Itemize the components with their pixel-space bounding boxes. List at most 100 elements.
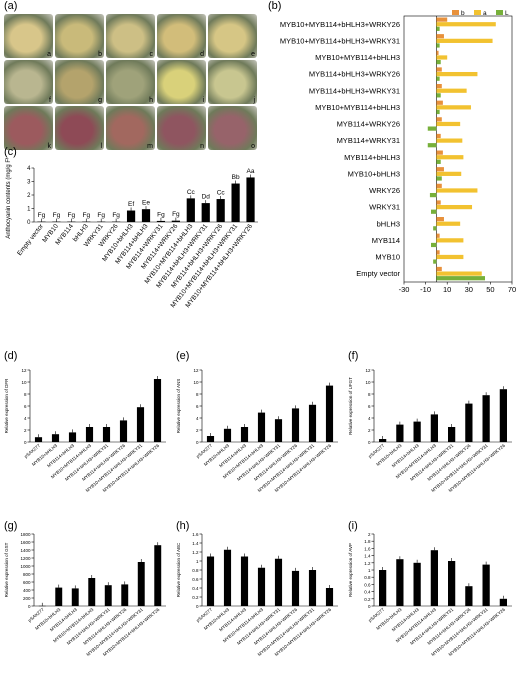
bar-L: [436, 176, 442, 181]
bar: [154, 545, 162, 606]
bar: [430, 414, 438, 442]
category-label: MYB114+bHLH3: [344, 153, 400, 162]
fruit-photo-g: g: [55, 60, 104, 104]
bar: [448, 561, 456, 606]
bar-L: [433, 259, 437, 264]
fruit-photo-m: m: [106, 106, 155, 150]
bar-a: [436, 238, 464, 243]
bar-b: [436, 200, 441, 205]
bar-b: [436, 100, 443, 105]
y-tick-label: 0: [28, 604, 31, 609]
y-tick-label: 600: [23, 580, 31, 585]
x-tick-label: 30: [465, 285, 473, 294]
bar: [34, 437, 43, 442]
bar-L: [431, 242, 437, 248]
y-tick-label: 0.4: [364, 590, 371, 595]
y-tick-label: 1.4: [364, 554, 371, 559]
bar: [171, 220, 180, 222]
y-tick-label: 8: [24, 392, 27, 397]
y-tick-label: 12: [365, 368, 371, 373]
fruit-photo-i: i: [157, 60, 206, 104]
category-label: bHLH3: [377, 219, 400, 228]
bar-b: [436, 67, 442, 72]
bar-L: [436, 159, 441, 164]
y-tick-label: 3: [27, 180, 31, 186]
y-tick-label: 6: [24, 404, 27, 409]
y-tick-label: 0.2: [364, 597, 371, 602]
bar-L: [436, 109, 440, 115]
bar: [51, 434, 60, 442]
y-tick-label: 4: [24, 416, 27, 421]
y-tick-label: 0: [368, 604, 371, 609]
x-tick-label: 70: [508, 285, 516, 294]
bar: [396, 559, 404, 606]
y-axis-title: Relative expression of ANS: [176, 379, 181, 434]
significance-label: Fg: [157, 211, 165, 218]
category-label: MYB10+MYB114+bHLH3: [315, 103, 400, 112]
bar-L: [427, 143, 437, 148]
fruit-photo-letter: c: [149, 51, 154, 58]
bar: [413, 421, 421, 442]
bar: [68, 432, 77, 442]
bar-b: [436, 17, 448, 22]
category-label: MYB10+MYB114+bHLH3+WRKY31: [280, 36, 400, 45]
legend-swatch: [452, 10, 459, 15]
fruit-photo-n: n: [157, 106, 206, 150]
y-tick-label: 0.6: [192, 577, 199, 582]
y-tick-label: 10: [365, 380, 371, 385]
bar: [465, 586, 473, 606]
category-label: MYB114+bHLH3+WRKY31: [309, 86, 400, 95]
bar: [257, 412, 266, 442]
y-tick-label: 0.2: [192, 595, 199, 600]
fruit-photo-e: e: [208, 14, 257, 58]
significance-label: Fg: [82, 212, 90, 219]
y-tick-label: 0: [368, 440, 371, 445]
x-tick-label: -10: [420, 285, 431, 294]
fruit-photo-letter: a: [47, 51, 51, 58]
fruit-photo-h: h: [106, 60, 155, 104]
bar: [325, 588, 334, 606]
bar-a: [436, 121, 461, 127]
bar-a: [436, 171, 462, 176]
fruit-photo-letter: f: [49, 97, 51, 104]
bar: [119, 420, 128, 442]
y-tick-label: 4: [196, 416, 199, 421]
bar-b: [436, 183, 442, 188]
y-tick-label: 1.6: [192, 532, 199, 537]
bar: [85, 427, 94, 442]
x-tick-label: 10: [443, 285, 451, 294]
y-tick-label: 10: [193, 380, 199, 385]
bar: [104, 585, 112, 606]
fruit-photo-f: f: [4, 60, 53, 104]
fruit-photo-letter: k: [47, 143, 52, 150]
fruit-photo-b: b: [55, 14, 104, 58]
category-label: MYB114+WRKY31: [337, 136, 400, 145]
fruit-photo-a: a: [4, 14, 53, 58]
bar: [206, 556, 215, 606]
bar: [137, 562, 145, 606]
legend-swatch: [496, 10, 503, 15]
fruit-photo-c: c: [106, 14, 155, 58]
fruit-photo-grid: a b c d e f g h i j k l m n o: [4, 14, 260, 152]
bar: [291, 570, 300, 606]
y-tick-label: 0.4: [192, 586, 199, 591]
bar-L: [436, 26, 440, 31]
bar-L: [436, 93, 441, 98]
fruit-photo-letter: l: [100, 143, 102, 150]
y-tick-label: 0.8: [364, 575, 371, 580]
significance-label: Cc: [187, 189, 196, 196]
y-tick-label: 6: [368, 404, 371, 409]
bar: [201, 203, 210, 222]
fruit-photo-letter: e: [251, 51, 255, 58]
bar: [379, 570, 387, 606]
y-tick-label: 0.8: [192, 568, 199, 573]
y-tick-label: 400: [23, 588, 31, 593]
bar: [482, 395, 490, 442]
category-label: MYB114+bHLH3+WRKY26: [309, 70, 400, 79]
bar-b: [436, 133, 441, 139]
fruit-photo-letter: g: [98, 97, 102, 104]
fruit-photo-l: l: [55, 106, 104, 150]
fruit-photo-letter: b: [98, 51, 102, 58]
